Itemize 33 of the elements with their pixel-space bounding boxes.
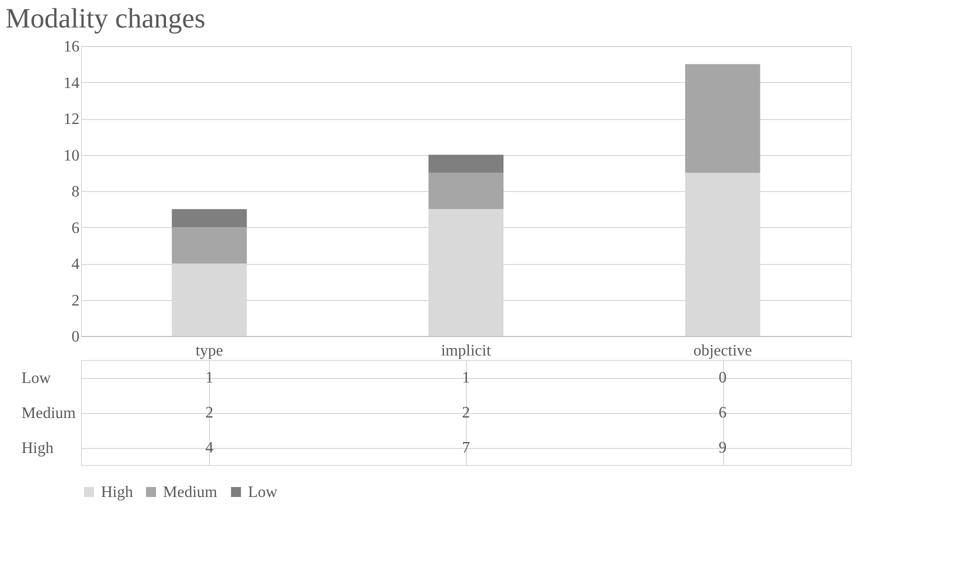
y-tick-label: 6 [72, 220, 80, 237]
data-label: 9 [718, 440, 727, 456]
text: High [22, 440, 54, 457]
x-tick-label: objective [693, 342, 752, 360]
data-label: 1 [462, 370, 470, 386]
legend-label: Medium [163, 484, 218, 501]
y-tick-label: 10 [64, 147, 80, 164]
y-tick-label: 14 [64, 74, 80, 92]
y-tick-label: 2 [72, 292, 80, 310]
bar [172, 227, 247, 264]
data-label: 7 [462, 440, 470, 456]
data-label: 2 [205, 404, 214, 422]
text: Medium [22, 405, 76, 422]
text: Low [22, 370, 51, 387]
chart-title: Modality changes [6, 4, 206, 34]
bar [428, 172, 504, 210]
legend-label: High [101, 484, 133, 501]
y-tick-label: 4 [72, 256, 80, 273]
data-label: 1 [205, 370, 214, 386]
bar [685, 64, 760, 173]
data-label: 2 [462, 404, 470, 422]
data-label: 4 [205, 440, 214, 456]
data-label: 6 [718, 404, 727, 422]
x-tick-label: type [196, 342, 224, 360]
data-label: 0 [718, 370, 727, 386]
bar [428, 154, 504, 173]
y-tick-label: 8 [72, 184, 80, 200]
legend-label: Low [248, 484, 278, 501]
bar [172, 209, 247, 228]
y-tick-label: 16 [64, 38, 80, 56]
x-tick-label: implicit [441, 342, 492, 360]
y-tick-label: 0 [72, 328, 80, 346]
y-tick-label: 12 [64, 111, 80, 128]
